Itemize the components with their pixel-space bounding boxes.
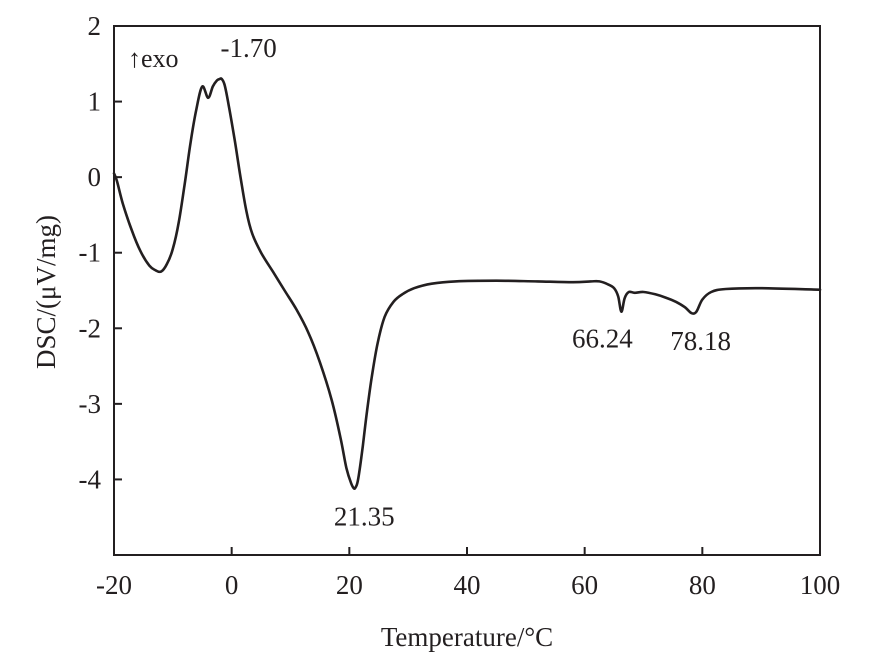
y-axis-title: DSC/(μV/mg) xyxy=(31,215,61,369)
peak-annotations: -1.70 21.35 66.24 78.18 xyxy=(221,33,731,532)
y-tick-label: -1 xyxy=(79,238,102,268)
y-tick-label: -3 xyxy=(79,389,102,419)
y-tick-label: 1 xyxy=(88,87,102,117)
peak-label: 21.35 xyxy=(334,501,395,531)
y-tick-label: 2 xyxy=(88,11,102,41)
x-tick-label: 0 xyxy=(225,570,239,600)
x-tick-label: 80 xyxy=(689,570,716,600)
y-axis: 2 1 0 -1 -2 -3 -4 xyxy=(79,11,122,494)
x-tick-label: 100 xyxy=(800,570,841,600)
exo-note: ↑exo xyxy=(128,44,179,73)
y-tick-label: 0 xyxy=(88,162,102,192)
dsc-curve xyxy=(112,77,822,490)
peak-label: 78.18 xyxy=(670,326,731,356)
x-tick-label: 60 xyxy=(571,570,598,600)
x-axis-title: Temperature/°C xyxy=(381,622,553,652)
x-tick-label: 40 xyxy=(454,570,481,600)
x-tick-label: 20 xyxy=(336,570,363,600)
peak-label: -1.70 xyxy=(221,33,277,63)
peak-label: 66.24 xyxy=(572,324,633,354)
x-tick-label: -20 xyxy=(96,570,132,600)
y-tick-label: -4 xyxy=(79,464,102,494)
x-axis: -20 0 20 40 60 80 100 xyxy=(96,547,840,600)
y-tick-label: -2 xyxy=(79,313,102,343)
